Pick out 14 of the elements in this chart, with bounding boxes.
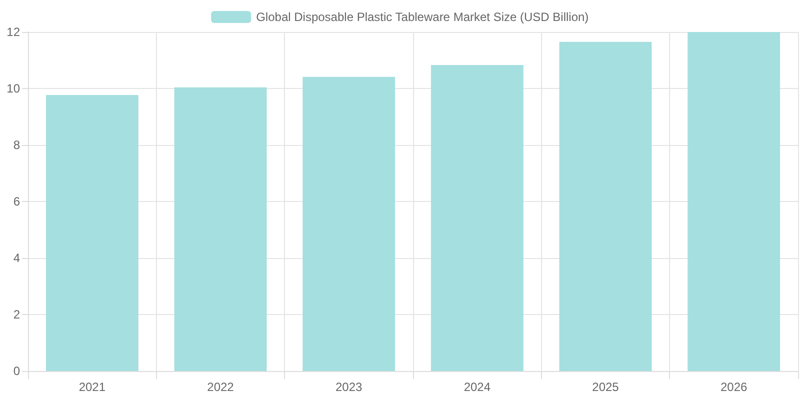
x-tick-label: 2026 (720, 380, 748, 394)
y-tick-label: 8 (13, 138, 20, 152)
x-tick-label: 2023 (335, 380, 363, 394)
y-tick-label: 4 (13, 251, 20, 265)
legend-label: Global Disposable Plastic Tableware Market Size (USD Billion) (256, 10, 589, 24)
y-tick-label: 12 (6, 25, 20, 39)
y-tick-label: 10 (6, 82, 20, 96)
x-tick-label: 2021 (78, 380, 106, 394)
y-tick-label: 6 (13, 194, 20, 208)
x-tick-label: 2022 (207, 380, 234, 394)
y-tick-label: 0 (13, 364, 20, 378)
x-tick-label: 2024 (464, 380, 491, 394)
y-tick-label: 2 (13, 308, 20, 322)
x-tick-label: 2025 (592, 380, 620, 394)
